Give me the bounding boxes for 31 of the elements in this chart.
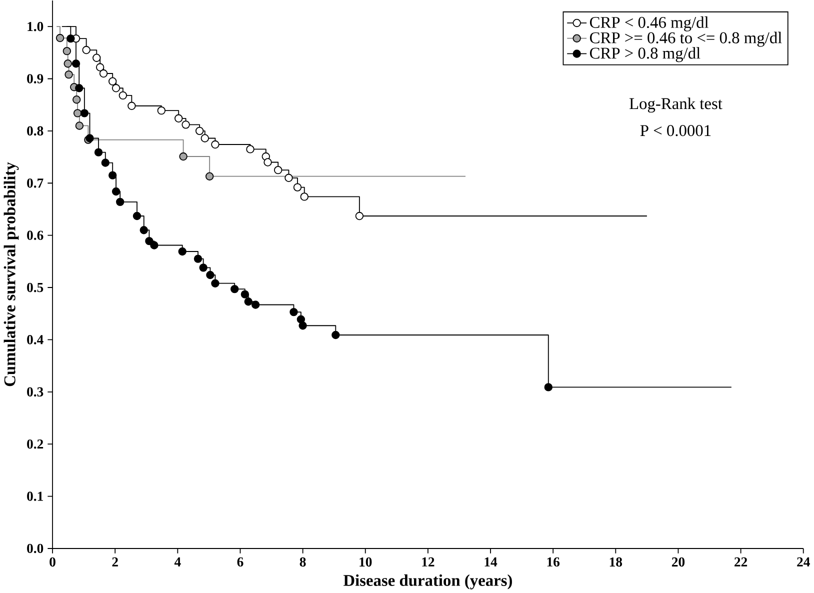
y-tick-label: 0.0	[27, 544, 44, 554]
y-tick-label: 0.4	[27, 335, 44, 344]
annotation: Log-Rank test	[629, 98, 722, 112]
y-tick-label: 0.2	[27, 439, 44, 449]
legend-label: CRP > 0.8 mg/dl	[590, 47, 700, 62]
x-tick-label: 6	[237, 557, 244, 566]
x-tick-label: 4	[174, 557, 181, 566]
y-tick-label: 0.9	[27, 74, 44, 84]
x-tick-label: 24	[797, 557, 810, 566]
x-tick-label: 2	[112, 557, 118, 566]
legend-label: CRP < 0.46 mg/dl	[590, 16, 709, 32]
x-tick-label: 12	[422, 557, 434, 566]
x-tick-label: 0	[50, 557, 56, 567]
x-tick-label: 18	[610, 557, 622, 567]
legend-label: CRP >= 0.46 to <= 0.8 mg/dl	[590, 32, 782, 47]
y-tick-label: 0.3	[27, 387, 44, 396]
y-tick-label: 0.6	[27, 230, 44, 240]
y-axis-title: Cumulative survival probability	[4, 162, 19, 386]
x-tick-label: 16	[547, 557, 560, 566]
x-tick-label: 8	[300, 557, 306, 567]
y-tick-label: 0.1	[27, 492, 43, 501]
y-tick-label: 0.8	[27, 126, 44, 136]
annotation: P < 0.0001	[640, 124, 711, 136]
y-tick-label: 1.0	[28, 22, 44, 32]
x-axis-title: Disease duration (years)	[343, 574, 512, 590]
x-tick-label: 14	[484, 557, 498, 566]
y-tick-label: 0.5	[27, 282, 44, 292]
x-tick-label: 20	[672, 557, 685, 567]
x-tick-label: 10	[360, 557, 372, 567]
y-tick-label: 0.7	[27, 178, 44, 188]
x-tick-label: 22	[734, 557, 748, 566]
